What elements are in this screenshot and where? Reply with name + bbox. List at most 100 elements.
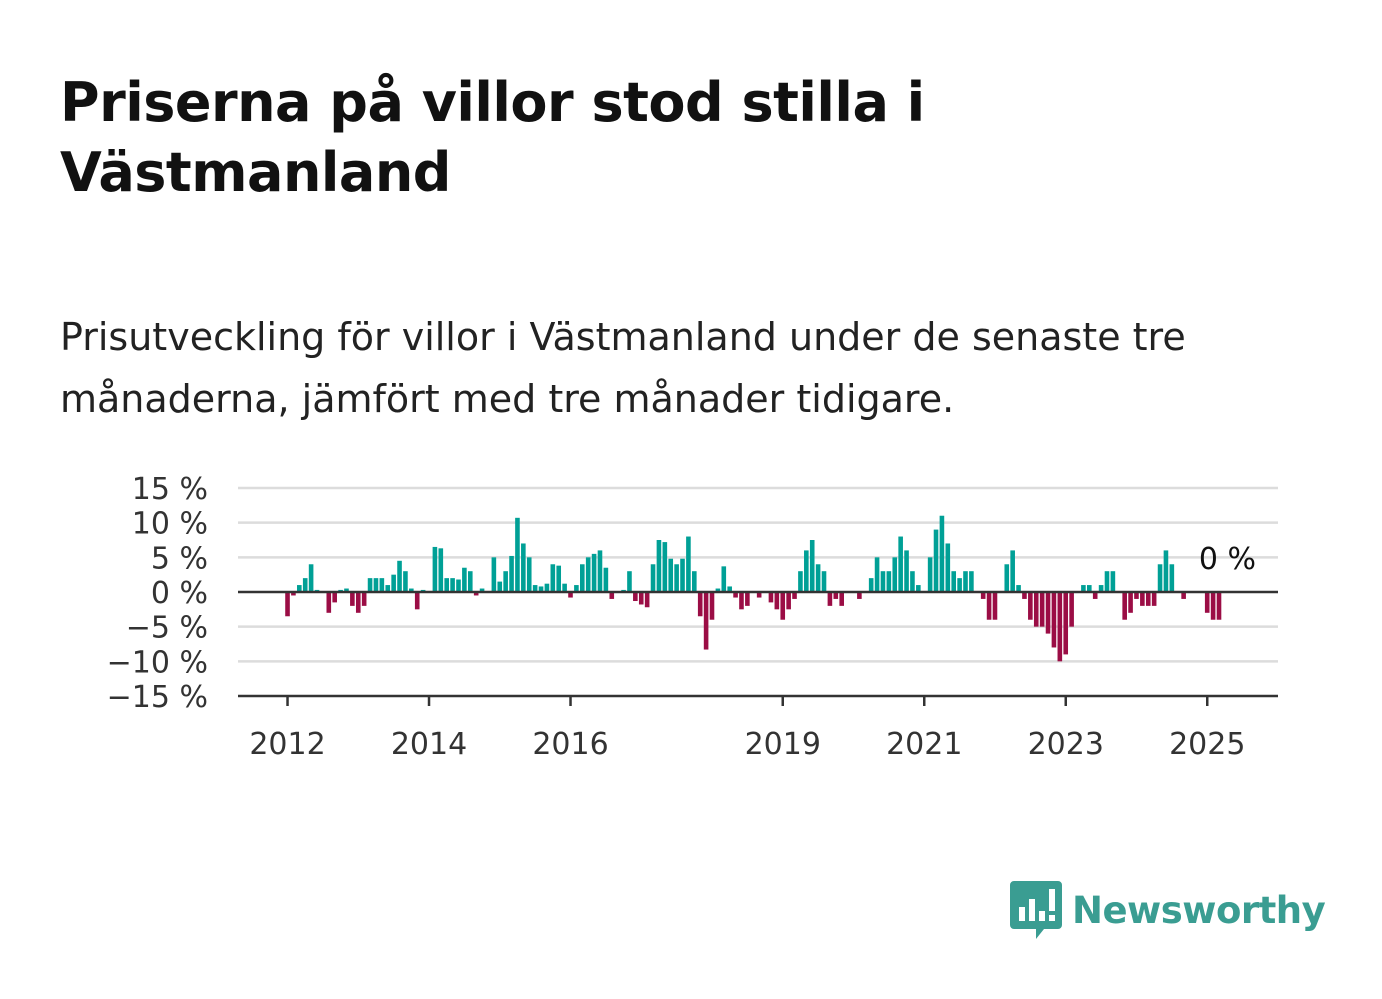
bar <box>692 571 697 592</box>
bar <box>1051 592 1057 648</box>
bar <box>591 553 597 592</box>
bar <box>792 592 797 599</box>
bar <box>1145 592 1151 606</box>
bar <box>1151 592 1157 606</box>
bar <box>538 586 544 592</box>
bar <box>833 592 839 599</box>
bar <box>709 592 715 620</box>
bar <box>414 592 420 610</box>
bar <box>668 558 674 592</box>
bar <box>638 592 644 605</box>
y-tick-label: 0 % <box>151 576 208 611</box>
bar <box>1063 592 1069 655</box>
bar <box>821 571 827 592</box>
bar <box>927 557 933 592</box>
bar <box>745 592 750 606</box>
bar <box>379 578 385 592</box>
bar <box>579 564 585 592</box>
bar <box>857 592 862 599</box>
bar <box>462 567 467 592</box>
bar <box>603 567 609 592</box>
bar <box>391 574 396 592</box>
bar <box>332 592 337 603</box>
x-tick-label: 2019 <box>745 727 821 762</box>
bar <box>1110 571 1116 592</box>
bar <box>1140 592 1145 606</box>
bar <box>1004 564 1010 592</box>
bar <box>1028 592 1033 620</box>
bar <box>892 557 898 592</box>
bar <box>302 578 308 592</box>
y-tick-label: 15 % <box>132 472 208 507</box>
bar <box>727 586 732 592</box>
newsworthy-logo: Newsworthy <box>1010 878 1326 942</box>
grid-lines <box>238 486 1278 663</box>
bar <box>1010 550 1015 592</box>
chart-title: Priserna på villor stod stilla i Västman… <box>60 71 925 204</box>
x-tick-label: 2021 <box>886 727 962 762</box>
bar <box>768 592 774 603</box>
bar <box>1087 585 1092 592</box>
bar <box>686 536 691 592</box>
bar <box>910 571 915 592</box>
bar <box>898 536 903 592</box>
bar <box>444 578 450 592</box>
bar-chart-speech-bubble-icon <box>1010 881 1062 939</box>
bar <box>992 592 998 620</box>
bar <box>963 571 968 592</box>
y-axis-ticks: 15 %10 %5 %0 %−5 %−10 %−15 % <box>107 472 208 715</box>
bar <box>409 588 414 592</box>
x-tick-label: 2023 <box>1028 727 1104 762</box>
bar <box>521 543 526 592</box>
bar <box>1039 592 1045 627</box>
bar <box>721 566 727 592</box>
price-change-chart: 15 %10 %5 %0 %−5 %−10 %−15 % 2012 2014 201… <box>107 472 1278 762</box>
bar <box>1104 571 1110 592</box>
bar <box>815 564 821 592</box>
bar <box>633 592 638 602</box>
bar <box>291 592 296 596</box>
bar <box>491 557 497 592</box>
bar <box>438 548 444 592</box>
bar <box>509 555 514 592</box>
bar <box>957 578 962 592</box>
bar <box>733 592 738 598</box>
bar <box>1022 592 1027 599</box>
bar <box>1098 585 1104 592</box>
bar <box>503 571 508 592</box>
bar <box>827 592 833 606</box>
x-tick-label: 2012 <box>249 727 325 762</box>
bar <box>297 585 302 592</box>
bar <box>1157 564 1163 592</box>
bar <box>532 585 538 592</box>
bar <box>1210 592 1216 620</box>
bar <box>574 585 579 592</box>
bar <box>556 565 562 592</box>
x-axis: 2012 2014 2016 2019 2021 2023 2025 <box>238 694 1278 762</box>
bar <box>939 515 945 592</box>
bar <box>597 550 603 592</box>
bar <box>585 557 591 592</box>
bar <box>951 571 957 592</box>
bar <box>980 592 986 599</box>
bar <box>544 583 550 592</box>
x-tick-label: 2025 <box>1169 727 1245 762</box>
bar <box>1163 550 1169 592</box>
bar <box>344 588 349 592</box>
bar <box>1057 592 1063 662</box>
bar <box>397 560 402 592</box>
bar <box>355 592 361 613</box>
bar <box>945 543 951 592</box>
bar <box>361 592 367 606</box>
bar <box>515 517 520 592</box>
bar <box>526 557 532 592</box>
bar <box>432 546 438 592</box>
bar <box>674 564 679 592</box>
y-tick-label: 5 % <box>151 541 208 576</box>
bar <box>385 585 391 592</box>
bar <box>403 571 408 592</box>
bar <box>886 571 892 592</box>
y-tick-label: 10 % <box>132 507 208 542</box>
bar <box>780 592 786 620</box>
logo-text: Newsworthy <box>1072 888 1326 932</box>
